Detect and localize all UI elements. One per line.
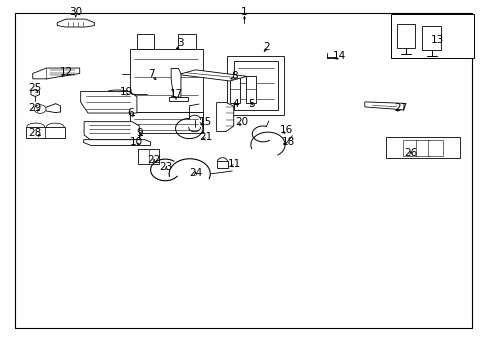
Polygon shape — [403, 140, 417, 156]
Polygon shape — [168, 97, 188, 101]
Text: 15: 15 — [198, 117, 212, 127]
Text: 13: 13 — [430, 35, 444, 45]
Polygon shape — [246, 76, 256, 103]
Text: 25: 25 — [28, 83, 42, 93]
Text: 7: 7 — [148, 69, 155, 79]
Polygon shape — [422, 26, 440, 50]
Polygon shape — [31, 89, 40, 96]
Bar — [15, 13, 471, 328]
Text: 4: 4 — [232, 99, 239, 109]
Text: 5: 5 — [248, 99, 255, 109]
Text: 9: 9 — [136, 128, 142, 138]
Text: 29: 29 — [28, 103, 42, 113]
Polygon shape — [178, 70, 246, 81]
Text: 18: 18 — [281, 137, 295, 147]
Polygon shape — [83, 140, 150, 145]
Text: 28: 28 — [28, 128, 42, 138]
Polygon shape — [57, 19, 94, 27]
Polygon shape — [386, 137, 459, 158]
Polygon shape — [137, 34, 154, 49]
Text: 20: 20 — [235, 117, 248, 127]
Text: 2: 2 — [263, 42, 269, 52]
Polygon shape — [81, 91, 137, 113]
Text: 1: 1 — [241, 6, 247, 17]
Text: 16: 16 — [279, 125, 292, 135]
Polygon shape — [26, 127, 65, 138]
Text: 3: 3 — [177, 38, 184, 48]
Text: 17: 17 — [169, 89, 183, 99]
Polygon shape — [226, 56, 284, 115]
Text: 6: 6 — [127, 108, 134, 118]
Text: 23: 23 — [159, 162, 173, 172]
Text: 14: 14 — [332, 51, 346, 61]
Polygon shape — [129, 49, 203, 112]
Polygon shape — [178, 34, 195, 49]
Polygon shape — [427, 140, 442, 156]
Polygon shape — [233, 61, 277, 110]
Polygon shape — [396, 24, 414, 48]
Text: 12: 12 — [59, 67, 73, 77]
Text: 8: 8 — [231, 71, 238, 81]
Polygon shape — [129, 112, 203, 133]
Circle shape — [34, 105, 46, 113]
Polygon shape — [216, 161, 228, 168]
Bar — [390, 14, 473, 58]
Text: 26: 26 — [403, 148, 417, 158]
Polygon shape — [171, 68, 181, 97]
Text: 19: 19 — [119, 87, 133, 97]
Polygon shape — [84, 122, 139, 140]
Text: 10: 10 — [129, 137, 142, 147]
Polygon shape — [216, 103, 233, 131]
Polygon shape — [33, 68, 80, 79]
Polygon shape — [415, 140, 429, 156]
Polygon shape — [364, 102, 403, 110]
Polygon shape — [230, 76, 240, 103]
Text: 11: 11 — [227, 159, 241, 169]
Text: 22: 22 — [147, 155, 161, 165]
Text: 24: 24 — [188, 168, 202, 178]
Text: 27: 27 — [393, 103, 407, 113]
Text: 21: 21 — [198, 132, 212, 142]
Text: 30: 30 — [69, 6, 82, 17]
Polygon shape — [138, 149, 159, 164]
